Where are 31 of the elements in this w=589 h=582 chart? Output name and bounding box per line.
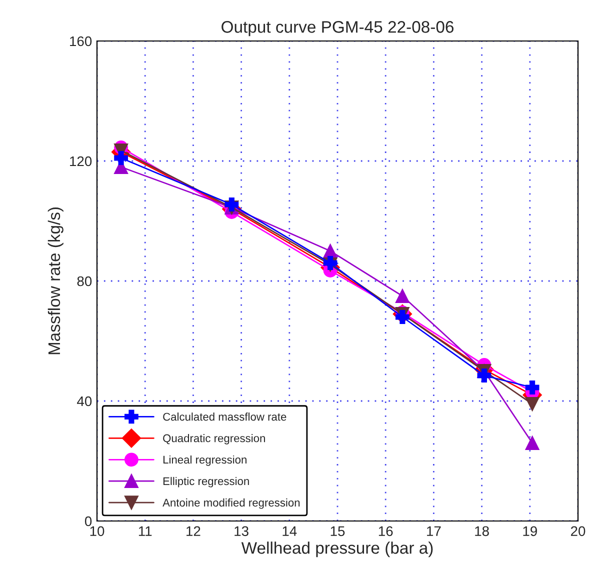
y-tick-label: 80 — [77, 276, 92, 286]
x-tick-label: 14 — [282, 526, 297, 536]
legend-label: Elliptic regression — [163, 476, 249, 488]
point — [525, 397, 540, 411]
x-axis-title: Wellhead pressure (bar a) — [241, 542, 433, 558]
point — [477, 368, 492, 382]
chart-title: Output curve PGM-45 22-08-06 — [222, 21, 454, 36]
y-tick-label: 0 — [84, 516, 92, 526]
point — [525, 380, 540, 394]
legend-label: Antoine modified regression — [162, 498, 300, 509]
x-tick-label: 18 — [475, 526, 489, 536]
y-tick-label: 160 — [70, 36, 92, 46]
x-tick-label: 12 — [186, 526, 200, 536]
x-tick-label: 20 — [570, 526, 586, 536]
legend-label: Quadratic regression — [163, 434, 265, 444]
x-tick-label: 19 — [523, 526, 537, 536]
x-tick-label: 15 — [330, 526, 345, 536]
point — [224, 198, 239, 212]
point — [525, 436, 540, 450]
legend-label: Lineal regression — [163, 455, 246, 466]
point — [114, 151, 128, 165]
x-tick-label: 13 — [234, 526, 248, 536]
legend-label: Calculated massflow rate — [163, 412, 286, 421]
point — [395, 289, 410, 303]
x-tick-label: 11 — [138, 526, 152, 536]
y-tick-label: 120 — [70, 156, 92, 166]
x-tick-label: 16 — [378, 526, 393, 536]
x-tick-label: 17 — [427, 526, 441, 536]
y-tick-label: 40 — [77, 396, 92, 406]
y-axis-title: Massflow rate (kg/s) — [48, 207, 64, 354]
x-tick-label: 10 — [90, 526, 104, 536]
